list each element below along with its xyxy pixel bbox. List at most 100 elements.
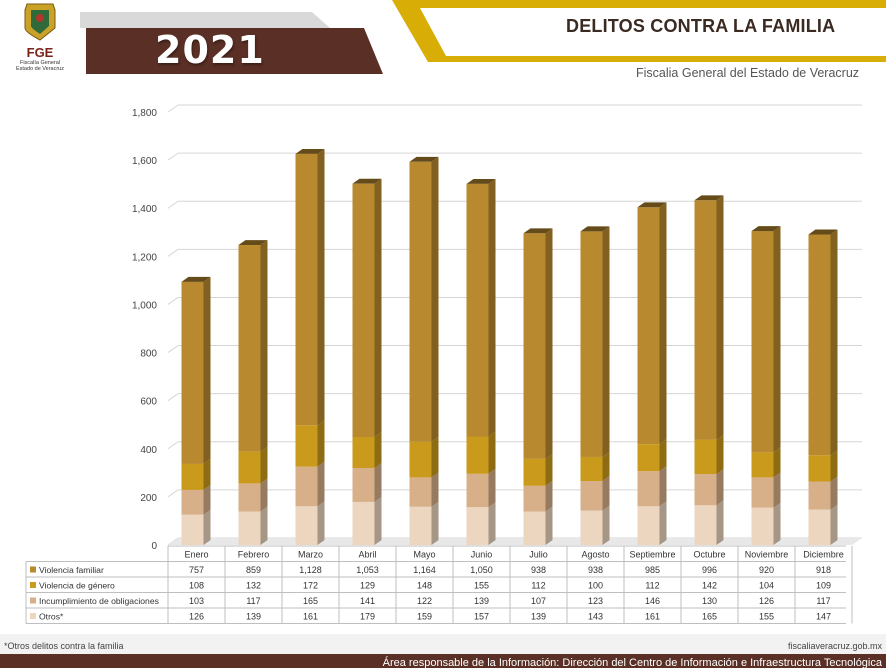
table-cell-value: 159 <box>417 612 432 622</box>
bar-side <box>317 501 325 545</box>
bar-segment <box>637 444 660 472</box>
bar-side <box>602 452 610 482</box>
bar-side <box>374 178 382 437</box>
table-cell-value: 165 <box>303 596 318 606</box>
bar-segment <box>238 451 261 484</box>
x-tick-label: Junio <box>471 550 493 560</box>
website-link[interactable]: fiscaliaveracruz.gob.mx <box>787 641 882 651</box>
bar-segment <box>580 481 603 511</box>
bar-side <box>830 476 838 510</box>
bar-side <box>203 459 211 490</box>
bar-side <box>545 480 553 512</box>
table-cell-value: 117 <box>246 596 260 606</box>
bar-side <box>773 502 781 545</box>
y-tick-label: 800 <box>140 349 157 360</box>
chart-floor <box>168 538 862 545</box>
table-cell-value: 938 <box>588 565 603 575</box>
table-cell-value: 123 <box>588 596 603 606</box>
table-cell-value: 132 <box>246 581 261 591</box>
bar-side <box>716 469 724 506</box>
legend-swatch <box>30 613 36 619</box>
year-banner <box>86 28 383 74</box>
table-cell-value: 859 <box>246 565 261 575</box>
x-tick-label: Enero <box>184 550 208 560</box>
table-cell-value: 148 <box>417 581 432 591</box>
bar-segment <box>466 436 489 474</box>
table-cell-value: 129 <box>360 581 375 591</box>
bar-side <box>431 472 439 507</box>
table-cell-value: 139 <box>474 596 489 606</box>
bar-segment <box>238 483 261 512</box>
bar-segment <box>238 245 261 452</box>
bar-side <box>374 463 382 502</box>
bar-segment <box>295 153 318 426</box>
x-tick-label: Noviembre <box>745 550 789 560</box>
logo: FGE Fiscalía General Estado de Veracruz <box>5 2 75 72</box>
bar-side <box>545 506 553 545</box>
y-tick-label: 1,600 <box>132 156 157 167</box>
table-cell-value: 161 <box>303 612 318 622</box>
bar-segment <box>352 468 375 502</box>
bar-segment <box>238 511 261 545</box>
table-cell-value: 141 <box>360 596 375 606</box>
bar-side <box>488 179 496 437</box>
gridline-diag <box>167 200 179 209</box>
y-tick-label: 400 <box>140 445 157 456</box>
bar-side <box>830 504 838 545</box>
bar-segment <box>808 509 831 545</box>
bar-top <box>295 148 325 154</box>
bar-segment <box>181 514 204 545</box>
bar-top <box>181 276 211 282</box>
bar-side <box>773 447 781 478</box>
bar-top <box>751 226 781 232</box>
table-cell-value: 104 <box>759 581 774 591</box>
bar-segment <box>523 485 546 512</box>
table-cell-value: 100 <box>588 581 603 591</box>
table-cell-value: 157 <box>474 612 489 622</box>
bar-side <box>659 439 667 472</box>
table-cell-value: 1,128 <box>299 565 322 575</box>
y-tick-label: 0 <box>151 541 157 552</box>
bar-segment <box>409 441 432 478</box>
table-cell-value: 107 <box>531 596 546 606</box>
bar-side <box>488 431 496 474</box>
table-cell-value: 142 <box>702 581 717 591</box>
bar-side <box>431 501 439 545</box>
shield-emblem-icon <box>24 3 56 41</box>
bar-side <box>659 202 667 445</box>
table-cell-value: 146 <box>645 596 660 606</box>
legend-swatch <box>30 566 36 573</box>
bar-side <box>830 450 838 482</box>
table-cell-value: 165 <box>702 612 717 622</box>
bar-side <box>602 476 610 511</box>
logo-subtext: Fiscalía General Estado de Veracruz <box>15 60 64 72</box>
page-title: DELITOS CONTRA LA FAMILIA <box>566 16 836 36</box>
bar-side <box>488 502 496 545</box>
table-cell-value: 155 <box>759 612 774 622</box>
bar-side <box>602 505 610 545</box>
footnote: *Otros delitos contra la familia <box>4 641 124 651</box>
x-tick-label: Marzo <box>298 550 323 560</box>
gridline-diag <box>167 393 179 402</box>
table-cell-value: 126 <box>189 612 204 622</box>
bar-segment <box>751 452 774 478</box>
bar-segment <box>523 458 546 486</box>
table-cell-value: 103 <box>189 596 204 606</box>
bar-side <box>773 226 781 453</box>
bar-side <box>260 506 268 545</box>
bar-segment <box>694 474 717 506</box>
bar-segment <box>751 507 774 545</box>
bar-side <box>545 228 553 459</box>
bar-top <box>580 226 610 232</box>
y-tick-label: 1,200 <box>132 252 157 263</box>
bar-side <box>773 472 781 508</box>
gridline-diag <box>167 248 179 257</box>
bar-segment <box>523 511 546 545</box>
table-cell-value: 985 <box>645 565 660 575</box>
responsible-bar: Área responsable de la Información: Dire… <box>0 654 886 668</box>
legend-label: Violencia familiar <box>39 565 104 575</box>
table-cell-value: 112 <box>531 581 545 591</box>
grey-banner-strip <box>80 12 330 28</box>
x-tick-label: Septiembre <box>629 550 675 560</box>
